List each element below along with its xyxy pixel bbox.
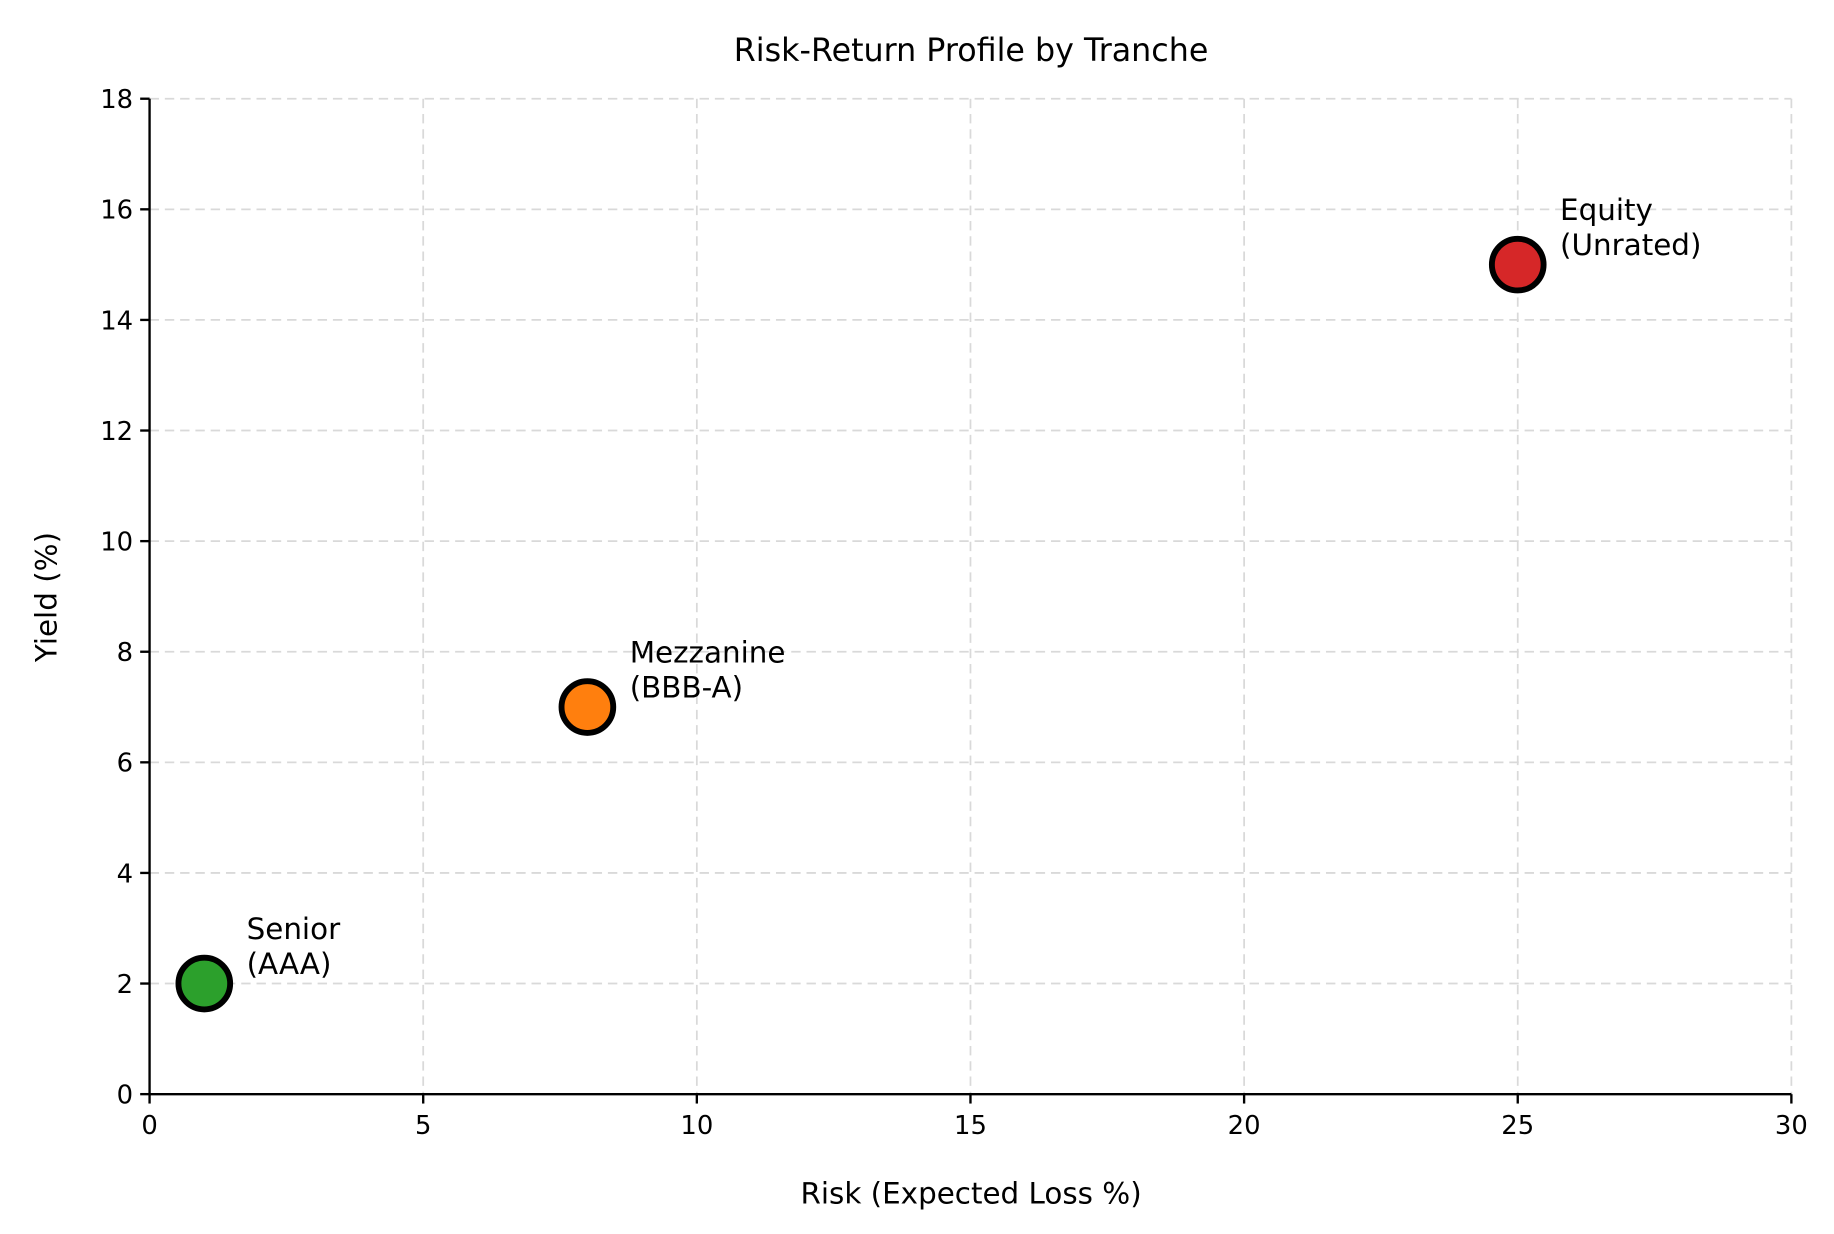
x-tick-label: 30 <box>1775 1111 1808 1141</box>
x-tick-label: 10 <box>680 1111 713 1141</box>
x-tick-label: 25 <box>1501 1111 1534 1141</box>
point-label-rating: (Unrated) <box>1560 228 1701 262</box>
x-tick-label: 20 <box>1228 1111 1261 1141</box>
point-label-name: Equity <box>1560 193 1653 227</box>
data-point <box>175 954 234 1013</box>
point-label-name: Senior <box>247 912 341 946</box>
y-tick-label: 10 <box>100 528 133 558</box>
y-tick-label: 18 <box>100 85 133 115</box>
data-point <box>558 678 617 736</box>
y-tick-label: 0 <box>117 1081 133 1111</box>
y-tick-label: 14 <box>100 306 133 336</box>
chart-title: Risk-Return Profile by Tranche <box>734 33 1209 69</box>
x-tick-label: 15 <box>954 1111 987 1141</box>
y-tick-label: 4 <box>117 859 133 889</box>
data-point <box>1488 235 1547 294</box>
point-label-name: Mezzanine <box>630 635 786 669</box>
x-axis-label: Risk (Expected Loss %) <box>800 1176 1141 1210</box>
x-tick-label: 5 <box>415 1111 431 1141</box>
point-label-rating: (AAA) <box>247 947 332 981</box>
y-tick-label: 8 <box>117 638 133 668</box>
y-tick-label: 2 <box>117 970 133 1000</box>
y-axis-label: Yield (%) <box>30 532 64 663</box>
y-tick-label: 12 <box>100 417 133 447</box>
point-label-rating: (BBB-A) <box>630 671 743 705</box>
x-tick-label: 0 <box>141 1111 157 1141</box>
y-tick-label: 16 <box>100 196 133 226</box>
y-tick-label: 6 <box>117 749 133 779</box>
